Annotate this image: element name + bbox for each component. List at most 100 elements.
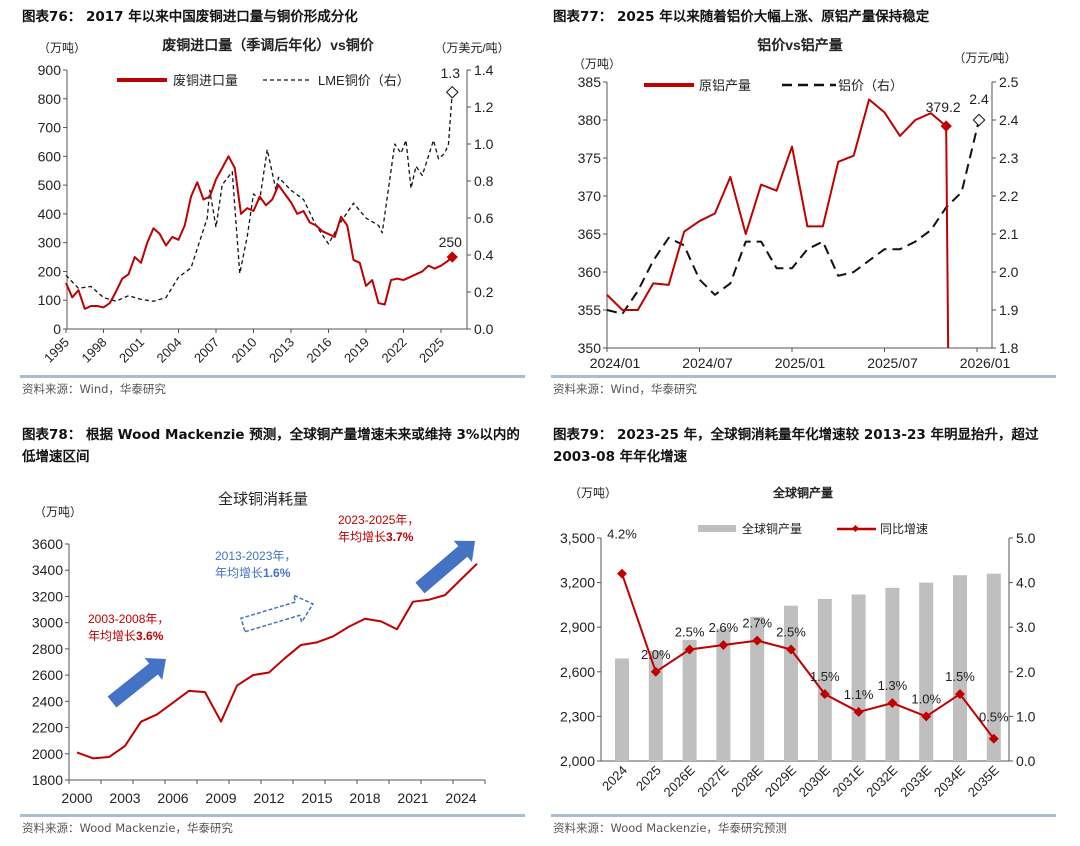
x-tick-label: 2021 <box>397 790 428 806</box>
y-tick-label: 700 <box>38 120 62 136</box>
x-tick-label: 2012 <box>253 790 284 806</box>
scrap-end-label: 250 <box>439 234 463 250</box>
y-tick-right-label: 4.0 <box>1016 575 1036 591</box>
arrow-2023-2025 <box>415 540 475 594</box>
bar-copper-production <box>885 587 900 761</box>
yoy-marker <box>955 689 965 700</box>
chart-title: 全球铜消耗量 <box>218 490 308 508</box>
bar-copper-production <box>851 594 866 761</box>
bar-copper-production <box>953 575 967 761</box>
yoy-marker <box>921 711 932 722</box>
yoy-data-label: 1.5% <box>810 669 840 684</box>
y-tick-label: 2600 <box>32 667 63 683</box>
annotation-line1: 2023-2025年， <box>338 513 419 527</box>
y-tick-label: 385 <box>578 74 602 90</box>
x-tick-label: 2013 <box>266 335 297 366</box>
bar-copper-production <box>648 650 663 761</box>
y-axis-right-unit: （万元/吨） <box>953 51 1016 65</box>
x-tick-label: 2025 <box>416 335 447 366</box>
x-tick-label: 2026/01 <box>960 355 1011 371</box>
source-78: 资料来源：Wood Mackenzie，华泰研究 <box>22 821 233 835</box>
y-tick-right-label: 0.6 <box>474 210 494 226</box>
primary-aluminum-output-line <box>606 98 950 349</box>
header-78: 图表78： 根据 Wood Mackenzie 预测，全球铜产量增速未来或维持 … <box>22 427 520 465</box>
x-tick-label: 2007 <box>191 335 222 366</box>
x-tick-label: 1995 <box>41 335 72 366</box>
y-tick-label: 3200 <box>32 588 63 604</box>
lme-end-marker <box>445 85 459 99</box>
y-tick-label: 2,600 <box>560 664 595 680</box>
chart-title: 铝价vs铝产量 <box>757 37 843 53</box>
annotation-line2: 年均增长3.7% <box>338 530 414 544</box>
yoy-data-label: 1.5% <box>945 669 975 684</box>
y-tick-right-label: 1.8 <box>999 340 1019 356</box>
x-tick-label: 2003 <box>109 790 140 806</box>
y-tick-label: 3000 <box>32 615 63 631</box>
x-tick-label: 2025 <box>633 763 664 794</box>
y-tick-label: 3600 <box>32 536 63 552</box>
x-tick-label: 2024 <box>445 790 476 806</box>
yoy-data-label: 2.0% <box>641 647 671 662</box>
y-tick-label: 200 <box>38 263 62 279</box>
yoy-data-label: 1.1% <box>844 687 874 702</box>
annotation-line2: 年均增长1.6% <box>215 566 291 580</box>
divider-77 <box>551 375 1056 378</box>
x-tick-label: 2028E <box>728 762 765 799</box>
x-tick-label: 2001 <box>116 335 147 366</box>
y-tick-right-label: 2.0 <box>999 264 1019 280</box>
x-tick-label: 2024 <box>599 763 630 794</box>
y-tick-label: 365 <box>578 226 602 242</box>
y-tick-label: 500 <box>38 177 62 193</box>
annotation-rate: 3.7% <box>386 530 414 544</box>
bar-copper-production <box>919 582 934 761</box>
y-tick-label: 370 <box>578 188 602 204</box>
y-tick-label: 1800 <box>32 772 63 788</box>
yoy-marker <box>887 698 898 708</box>
y-axis-unit: （万吨） <box>569 486 617 500</box>
legend-marker-growth <box>851 524 860 533</box>
y-tick-right-label: 1.0 <box>474 136 494 152</box>
x-tick-label: 2010 <box>229 335 260 366</box>
header-77: 图表77： 2025 年以来随着铝价大幅上涨、原铝产量保持稳定 <box>553 9 930 25</box>
bar-copper-production <box>716 628 731 761</box>
source-77: 资料来源：Wind，华泰研究 <box>553 382 697 396</box>
y-axis-unit: （万吨） <box>38 41 86 55</box>
yoy-marker <box>853 706 864 717</box>
y-tick-label: 2,300 <box>560 708 595 724</box>
y-tick-label: 2800 <box>32 641 63 657</box>
y-tick-label: 350 <box>578 340 602 356</box>
x-tick-label: 2025/01 <box>775 355 826 371</box>
annotation-rate: 1.6% <box>263 566 291 580</box>
legend-label-output: 原铝产量 <box>699 78 751 93</box>
x-tick-label: 2035E <box>965 762 1002 799</box>
yoy-data-label: 4.2% <box>607 527 637 542</box>
x-tick-label: 2026E <box>661 762 698 799</box>
yoy-marker <box>617 568 627 579</box>
x-tick-label: 2033E <box>897 762 934 799</box>
bar-copper-production <box>682 639 697 761</box>
x-tick-label: 2024/01 <box>590 355 641 371</box>
yoy-marker <box>718 640 729 650</box>
y-tick-right-label: 0.4 <box>474 247 494 263</box>
y-tick-label: 400 <box>38 206 62 222</box>
legend-label-production: 全球铜产量 <box>742 521 802 536</box>
y-tick-label: 3400 <box>32 562 63 578</box>
scrap-copper-import-line <box>65 155 453 310</box>
y-tick-right-label: 1.0 <box>1016 708 1036 724</box>
legend-label-lme: LME铜价（右） <box>318 73 410 88</box>
yoy-data-label: 2.6% <box>709 620 739 635</box>
y-tick-right-label: 2.3 <box>999 150 1019 166</box>
annotation-line1: 2013-2023年， <box>215 549 296 563</box>
x-tick-label: 2031E <box>830 762 867 799</box>
x-tick-label: 2018 <box>349 790 380 806</box>
y-tick-label: 2200 <box>32 720 63 736</box>
copper-consumption-line <box>76 562 478 760</box>
y-tick-right-label: 0.0 <box>1016 753 1036 769</box>
y-tick-right-label: 0.2 <box>474 284 494 300</box>
annotation-line1: 2003-2008年， <box>88 612 169 626</box>
y-tick-right-label: 2.0 <box>1016 664 1036 680</box>
yoy-data-label: 0.5% <box>979 710 1009 725</box>
y-tick-label: 2,000 <box>560 753 595 769</box>
annotation-rate: 3.6% <box>136 629 164 643</box>
